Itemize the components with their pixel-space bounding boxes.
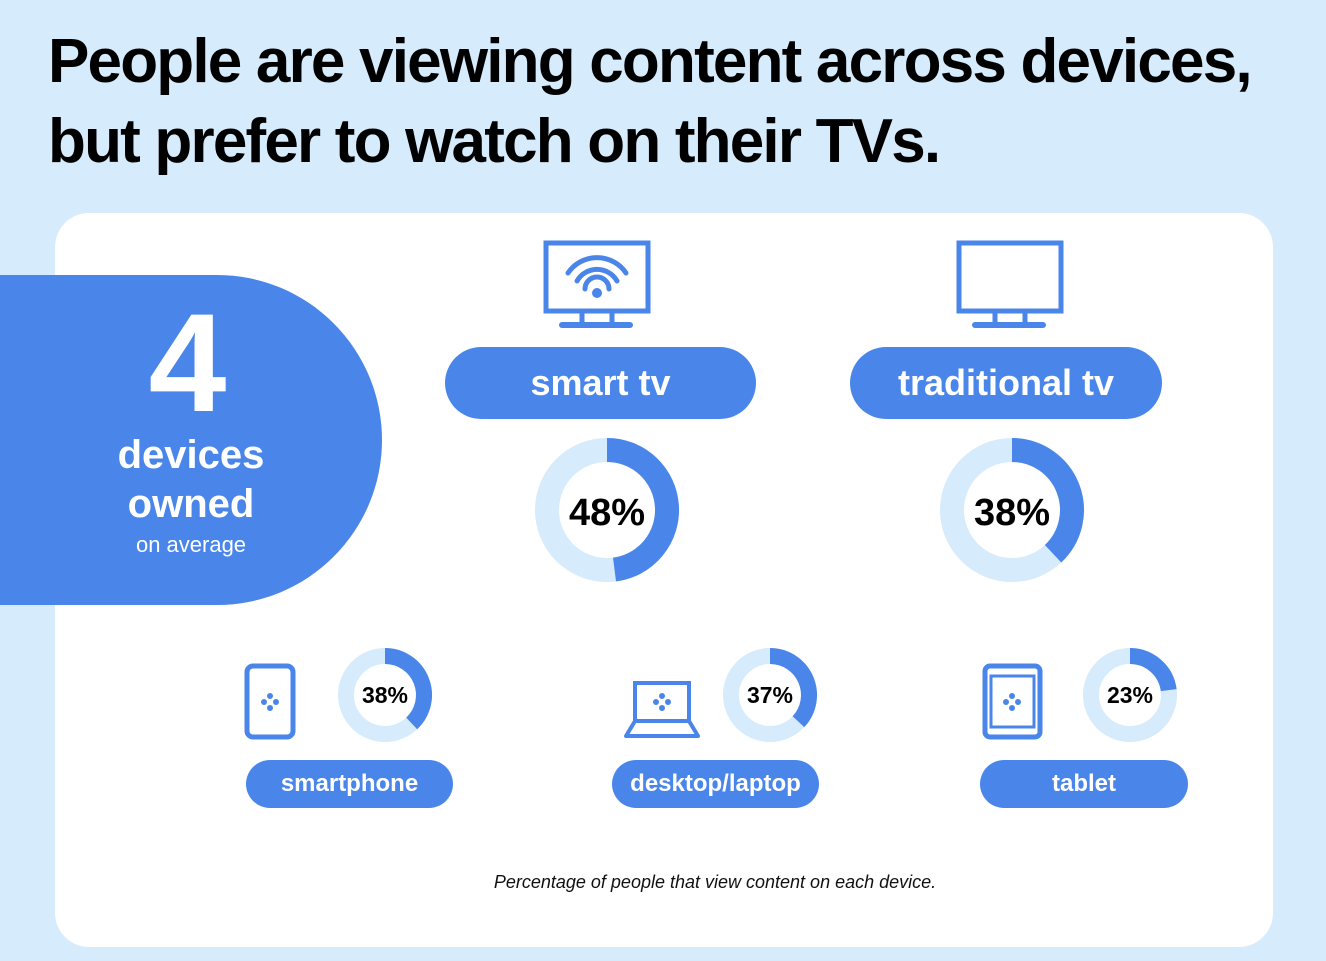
donut-arc-traditional-tv xyxy=(1011,438,1084,563)
smartphone-icon xyxy=(244,663,296,740)
donut-arc-smart-tv xyxy=(606,438,680,582)
chart-footnote: Percentage of people that view content o… xyxy=(493,872,937,892)
devices-owned-label-line2: owned xyxy=(127,482,255,526)
value-label-smartphone: 38% xyxy=(362,682,408,708)
devices-owned-badge: 4 devices owned on average xyxy=(0,275,382,605)
laptop-icon xyxy=(624,681,700,738)
category-label-desktop-laptop: desktop/laptop xyxy=(612,760,819,808)
value-label-traditional-tv: 38% xyxy=(974,492,1050,534)
devices-owned-label-line1: devices xyxy=(117,433,265,477)
value-label-desktop-laptop: 37% xyxy=(747,682,793,708)
donut-arc-desktop-laptop xyxy=(769,648,817,728)
tablet-icon xyxy=(982,663,1043,740)
donut-arc-tablet xyxy=(1129,648,1177,692)
category-label-smart-tv: smart tv xyxy=(445,347,756,419)
category-label-traditional-tv: traditional tv xyxy=(850,347,1162,419)
headline: People are viewing content across device… xyxy=(48,27,1253,176)
value-label-smart-tv: 48% xyxy=(569,492,645,534)
value-label-tablet: 23% xyxy=(1107,682,1153,708)
category-label-tablet: tablet xyxy=(980,760,1188,808)
devices-owned-number: 4 xyxy=(148,284,227,441)
donut-arc-smartphone xyxy=(384,648,432,730)
smart-tv-icon xyxy=(543,240,651,328)
devices-owned-label-line3: on average xyxy=(135,532,247,557)
category-label-smartphone: smartphone xyxy=(246,760,453,808)
tv-icon xyxy=(956,240,1064,328)
